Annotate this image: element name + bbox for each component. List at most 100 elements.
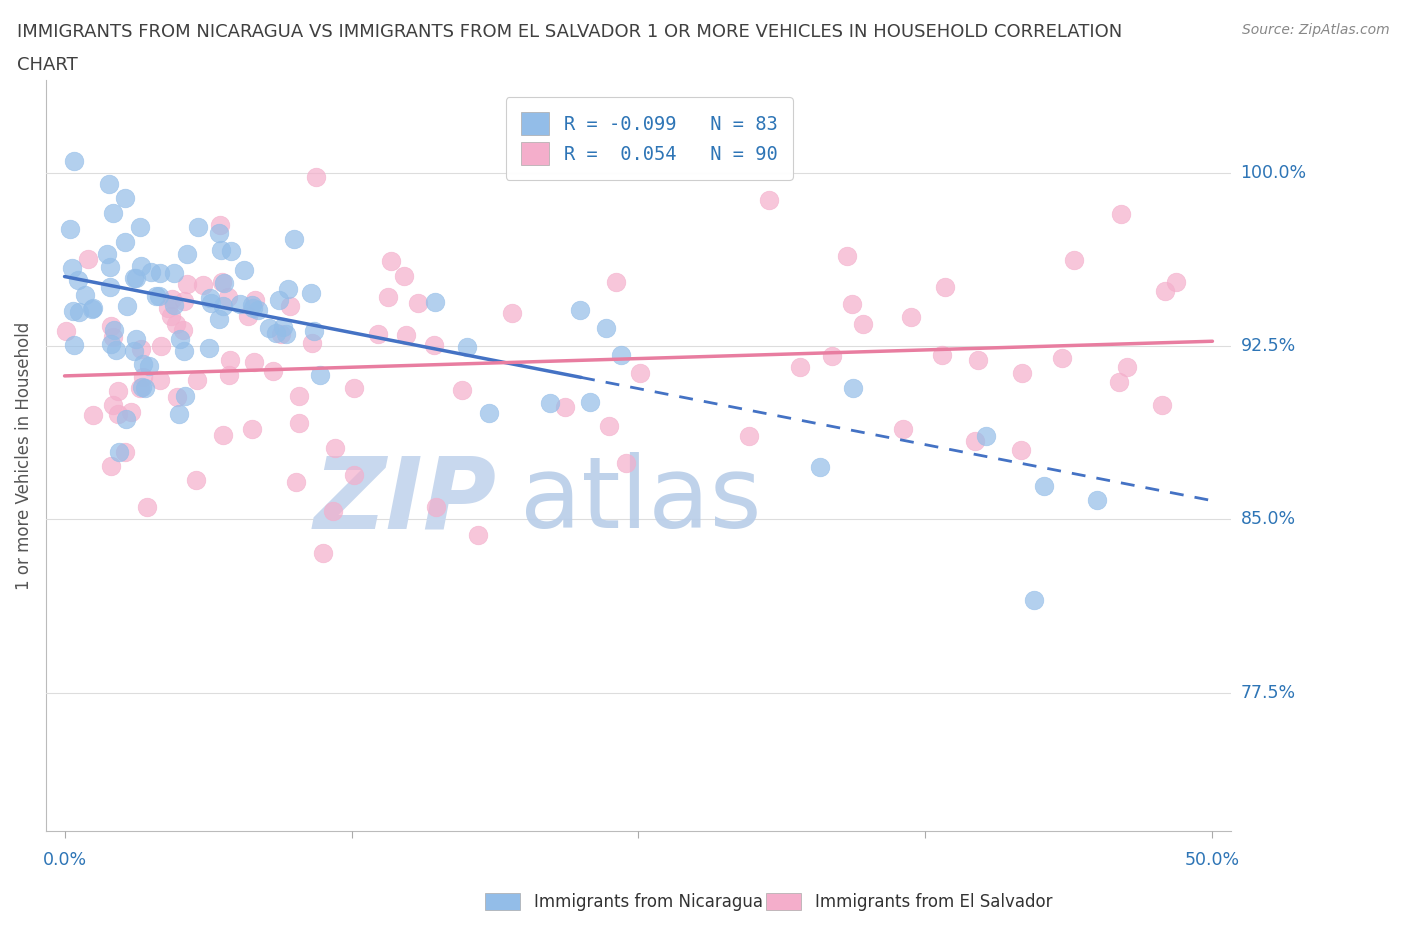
Point: [501, 305, 523, 320]
Text: Immigrants from Nicaragua: Immigrants from Nicaragua: [534, 893, 763, 911]
Point: [98, 279, 121, 294]
Point: [299, 286, 322, 300]
Point: [467, 528, 489, 543]
Point: [1022, 592, 1045, 607]
Point: [841, 296, 863, 311]
Text: Source: ZipAtlas.com: Source: ZipAtlas.com: [1241, 23, 1389, 37]
Point: [100, 458, 122, 473]
Point: [963, 434, 986, 449]
Point: [132, 370, 155, 385]
Point: [288, 416, 311, 431]
Point: [821, 349, 844, 364]
Point: [163, 298, 186, 312]
Point: [149, 372, 172, 387]
Point: [125, 331, 148, 346]
Point: [160, 308, 183, 323]
Point: [107, 383, 129, 398]
Point: [538, 396, 561, 411]
Point: [187, 220, 209, 235]
Point: [100, 318, 122, 333]
Point: [103, 398, 125, 413]
Point: [456, 339, 478, 354]
Point: [233, 262, 256, 277]
Point: [451, 382, 474, 397]
Point: [568, 303, 591, 318]
Point: [900, 310, 922, 325]
Point: [285, 474, 308, 489]
Point: [60, 261, 83, 276]
Point: [842, 381, 865, 396]
Point: [148, 288, 170, 303]
Point: [271, 320, 294, 335]
Point: [1085, 493, 1108, 508]
Point: [1116, 359, 1139, 374]
Point: [129, 259, 152, 273]
Text: atlas: atlas: [520, 452, 762, 550]
Point: [808, 459, 831, 474]
Point: [209, 217, 232, 232]
Point: [62, 338, 84, 352]
Point: [270, 327, 292, 342]
Point: [308, 367, 330, 382]
Point: [145, 288, 167, 303]
Point: [131, 379, 153, 394]
Point: [200, 295, 222, 310]
Point: [1010, 443, 1032, 458]
Text: 50.0%: 50.0%: [1185, 851, 1240, 869]
Point: [392, 269, 415, 284]
Point: [207, 312, 229, 326]
Point: [240, 298, 263, 312]
Text: Immigrants from El Salvador: Immigrants from El Salvador: [815, 893, 1053, 911]
Point: [131, 341, 153, 356]
Point: [82, 300, 104, 315]
Point: [101, 206, 124, 221]
Point: [478, 405, 501, 420]
Point: [125, 271, 148, 286]
Point: [322, 503, 344, 518]
Point: [208, 226, 231, 241]
Point: [173, 294, 195, 309]
Point: [283, 232, 305, 246]
Point: [423, 295, 446, 310]
Point: [167, 406, 190, 421]
Point: [75, 287, 97, 302]
Point: [343, 468, 366, 483]
Point: [212, 275, 235, 290]
Point: [245, 292, 267, 307]
Point: [852, 316, 875, 331]
Point: [288, 388, 311, 403]
Point: [149, 339, 172, 353]
Point: [96, 246, 118, 261]
Point: [172, 323, 194, 338]
Point: [55, 324, 77, 339]
Point: [554, 399, 576, 414]
Point: [163, 265, 186, 280]
Point: [737, 429, 759, 444]
Point: [176, 246, 198, 261]
Point: [108, 445, 131, 459]
Point: [165, 316, 187, 331]
Point: [120, 405, 142, 419]
Point: [138, 358, 160, 373]
Point: [103, 323, 125, 338]
Point: [264, 326, 287, 341]
Point: [176, 276, 198, 291]
Point: [367, 326, 389, 341]
Point: [758, 193, 780, 207]
Point: [107, 406, 129, 421]
Point: [67, 304, 90, 319]
Point: [595, 321, 617, 336]
Point: [218, 368, 240, 383]
Point: [186, 372, 208, 387]
Point: [1033, 479, 1056, 494]
Point: [257, 321, 280, 336]
Point: [380, 253, 402, 268]
Point: [236, 308, 259, 323]
Point: [242, 300, 264, 315]
Y-axis label: 1 or more Vehicles in Household: 1 or more Vehicles in Household: [15, 322, 32, 590]
Legend: R = -0.099   N = 83, R =  0.054   N = 90: R = -0.099 N = 83, R = 0.054 N = 90: [506, 97, 793, 180]
Point: [166, 390, 188, 405]
Point: [122, 344, 145, 359]
Point: [228, 297, 250, 312]
Point: [243, 354, 266, 369]
